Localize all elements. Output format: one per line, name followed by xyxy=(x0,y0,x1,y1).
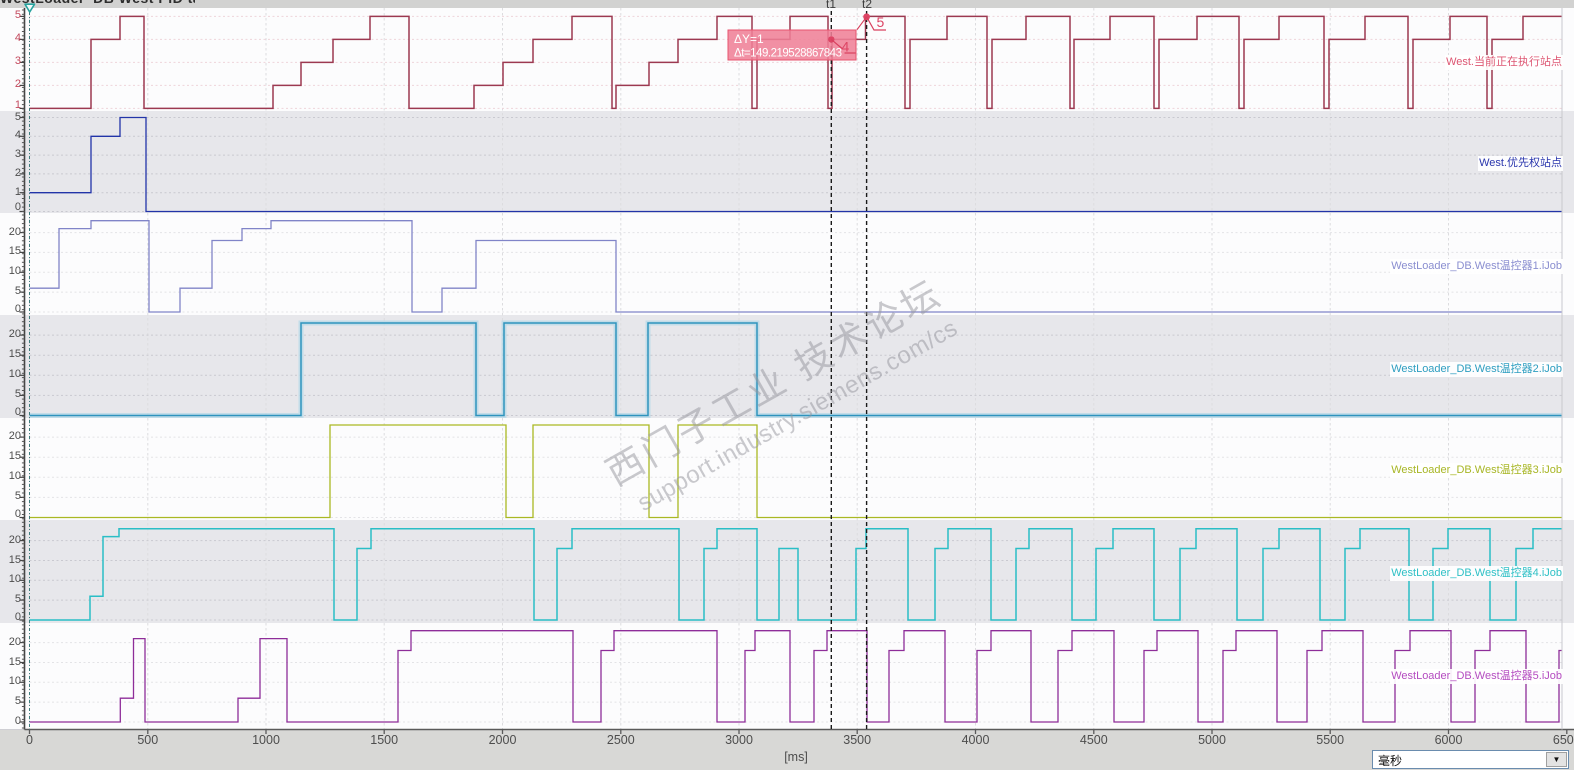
svg-text:ΔY=1: ΔY=1 xyxy=(734,32,764,46)
svg-text:4: 4 xyxy=(842,39,850,55)
svg-text:Δt=149.219528867843: Δt=149.219528867843 xyxy=(734,48,842,60)
svg-text:5: 5 xyxy=(877,14,885,30)
